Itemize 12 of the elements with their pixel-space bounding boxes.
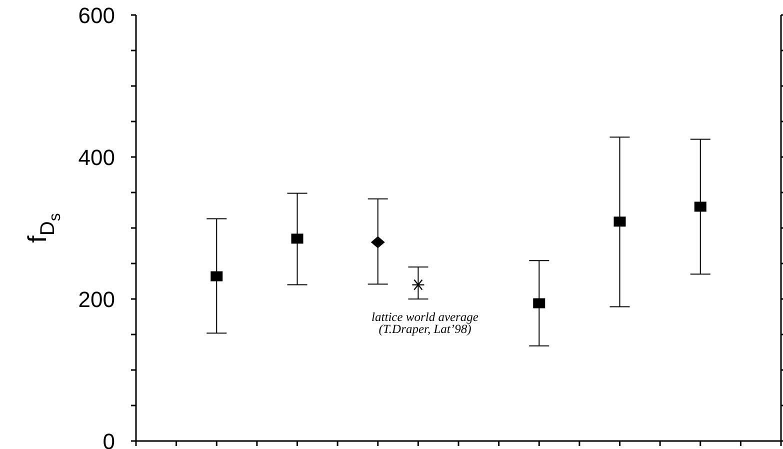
point: [533, 298, 546, 308]
point: [412, 279, 425, 290]
point: [210, 271, 223, 282]
point: [370, 236, 385, 248]
y-tick-label: 400: [78, 144, 115, 170]
y-tick-label: 600: [78, 2, 115, 28]
point: [694, 202, 706, 212]
y-tick-label: 200: [78, 286, 115, 312]
annotation: lattice world average: [372, 310, 479, 324]
point: [291, 234, 304, 244]
point: [614, 216, 626, 227]
y-tick-label: 0: [102, 428, 115, 449]
